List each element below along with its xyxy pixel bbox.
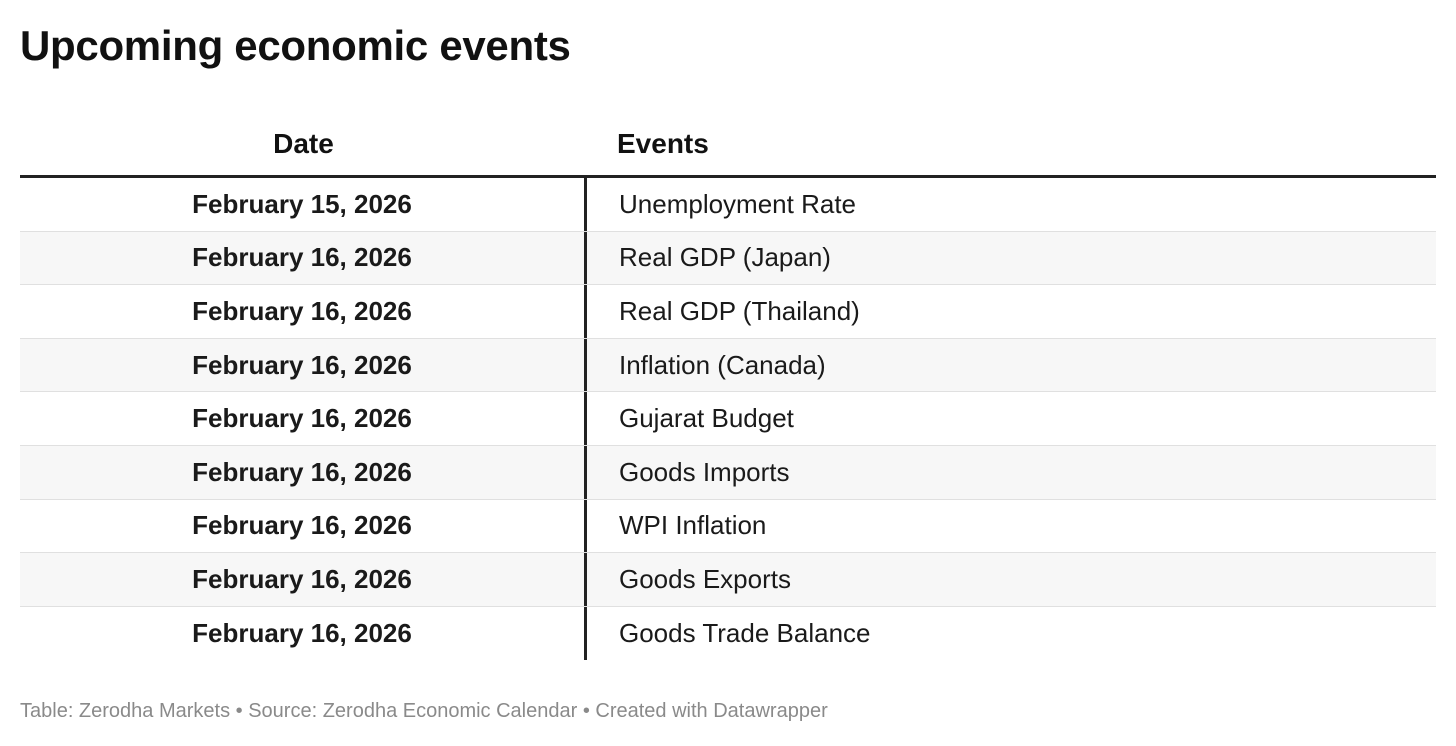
date-cell: February 16, 2026 [20,338,587,392]
column-header-date[interactable]: Date [273,127,334,159]
date-cell: February 16, 2026 [20,285,587,338]
table-row: February 15, 2026 Unemployment Rate [20,178,1436,232]
date-cell: February 16, 2026 [20,445,587,499]
source-footer: Table: Zerodha Markets • Source: Zerodha… [20,700,828,722]
date-cell: February 16, 2026 [20,499,587,553]
event-cell: Real GDP (Thailand) [619,295,860,326]
table-row: February 16, 2026 WPI Inflation [20,499,1436,554]
table-row: February 16, 2026 Gujarat Budget [20,392,1436,446]
event-cell: Gujarat Budget [619,403,794,434]
events-table: Date Events February 15, 2026 Unemployme… [20,112,1436,661]
date-cell: February 16, 2026 [20,553,587,606]
event-cell: Unemployment Rate [619,188,856,219]
table-header: Date Events [20,112,1436,178]
date-cell: February 16, 2026 [20,231,587,285]
event-cell: Goods Trade Balance [619,618,871,649]
table-row: February 16, 2026 Real GDP (Thailand) [20,285,1436,339]
table-row: February 16, 2026 Inflation (Canada) [20,338,1436,393]
table-row: February 16, 2026 Goods Trade Balance [20,606,1436,661]
event-cell: WPI Inflation [619,510,767,541]
table-row: February 16, 2026 Real GDP (Japan) [20,231,1436,286]
table-row: February 16, 2026 Goods Imports [20,445,1436,500]
column-header-events[interactable]: Events [617,127,709,159]
event-cell: Goods Imports [619,456,790,487]
event-cell: Real GDP (Japan) [619,242,831,273]
event-cell: Inflation (Canada) [619,349,826,380]
date-cell: February 15, 2026 [20,178,587,231]
date-cell: February 16, 2026 [20,606,587,661]
date-cell: February 16, 2026 [20,392,587,445]
table-row: February 16, 2026 Goods Exports [20,553,1436,607]
event-cell: Goods Exports [619,563,791,594]
table-body: February 15, 2026 Unemployment Rate Febr… [20,178,1436,661]
table-title: Upcoming economic events [20,22,571,69]
